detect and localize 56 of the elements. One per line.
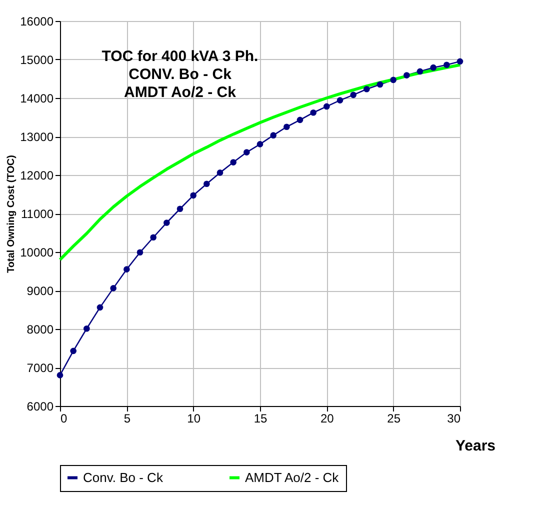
x-tick-label: 10 xyxy=(187,412,201,426)
point xyxy=(430,64,436,71)
x-tick-label: 25 xyxy=(387,412,401,426)
point xyxy=(216,170,224,176)
legend-label: AMDT Ao/2 - Ck xyxy=(245,470,340,485)
annotation: AMDT Ao/2 - Ck xyxy=(124,84,237,101)
x-tick-label: 15 xyxy=(254,412,268,426)
point xyxy=(310,109,316,116)
x-tick-label: 5 xyxy=(124,412,131,426)
x-tick-label: 30 xyxy=(447,412,461,426)
y-tick-label: 11000 xyxy=(21,207,54,221)
point xyxy=(84,325,90,332)
point xyxy=(256,141,264,148)
annotation: CONV. Bo - Ck xyxy=(128,66,232,83)
legend-label: Conv. Bo - Ck xyxy=(83,470,164,485)
point xyxy=(456,58,464,65)
point xyxy=(390,76,396,84)
point xyxy=(70,348,76,354)
y-tick-label: 12000 xyxy=(20,168,54,182)
point xyxy=(110,285,116,292)
x-axis-title: Years xyxy=(455,438,496,454)
point xyxy=(56,372,64,378)
y-tick-label: 13000 xyxy=(20,130,54,144)
point xyxy=(376,81,384,88)
x-tick-label: 0 xyxy=(60,412,68,426)
point xyxy=(284,124,290,130)
point xyxy=(176,206,184,212)
point xyxy=(444,62,450,68)
point xyxy=(364,86,370,92)
y-tick-label: 15000 xyxy=(20,53,54,67)
y-tick-label: 10000 xyxy=(20,246,54,260)
point xyxy=(244,149,250,156)
point xyxy=(336,97,344,104)
point xyxy=(296,116,304,124)
point xyxy=(204,180,210,188)
point xyxy=(96,304,104,311)
y-tick-label: 16000 xyxy=(20,14,54,28)
y-tick-label: 8000 xyxy=(26,322,54,336)
point xyxy=(404,72,410,78)
point xyxy=(164,220,170,226)
point xyxy=(190,192,196,199)
point xyxy=(136,249,144,256)
y-tick-label: 7000 xyxy=(26,361,54,375)
point xyxy=(350,92,356,98)
y-tick-label: 6000 xyxy=(26,400,54,414)
point xyxy=(230,159,236,166)
x-tick-label: 20 xyxy=(320,412,334,426)
y-tick-label: 9000 xyxy=(26,284,54,298)
point xyxy=(270,132,276,138)
point xyxy=(416,68,424,75)
point xyxy=(324,103,330,110)
point xyxy=(150,234,156,241)
y-tick-label: 14000 xyxy=(20,92,54,106)
point xyxy=(124,266,130,272)
y-axis-title: Total Owning Cost (TOC) xyxy=(6,155,18,273)
annotation: TOC for 400 kVA 3 Ph. xyxy=(102,48,258,65)
